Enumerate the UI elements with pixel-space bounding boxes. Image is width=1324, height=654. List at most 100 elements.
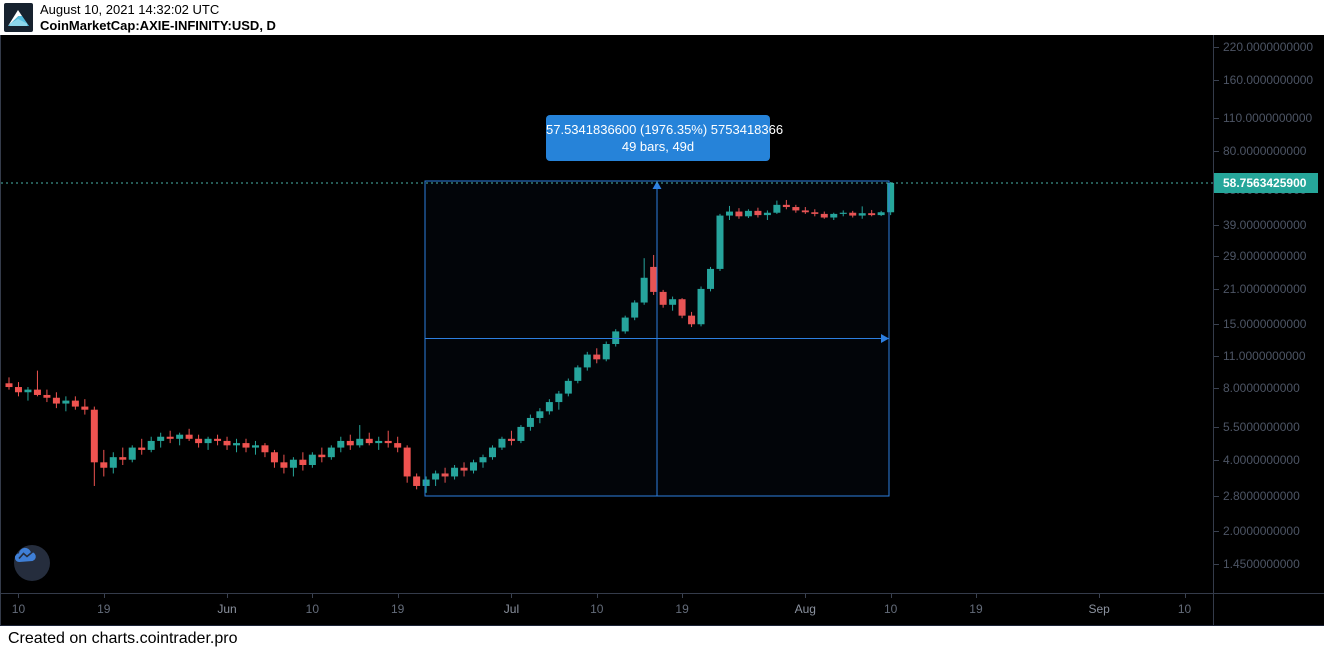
candle-body[interactable] bbox=[621, 317, 629, 332]
time-axis[interactable]: 10 19 Jun 10 19 Jul 10 19 Aug 10 19 Sep 10 bbox=[0, 593, 1213, 625]
candle-body[interactable] bbox=[422, 479, 430, 486]
candle-body[interactable] bbox=[754, 210, 762, 216]
candle-body[interactable] bbox=[517, 426, 525, 441]
candle-body[interactable] bbox=[233, 443, 241, 446]
candle-body[interactable] bbox=[735, 211, 743, 217]
candle-body[interactable] bbox=[33, 389, 41, 395]
candle-body[interactable] bbox=[384, 440, 392, 444]
candle-body[interactable] bbox=[858, 213, 866, 216]
candlestick-plot-area[interactable]: 57.5341836600 (1976.35%) 5753418366 49 b… bbox=[0, 35, 1214, 593]
candle-body[interactable] bbox=[744, 210, 752, 217]
candle-body[interactable] bbox=[536, 411, 544, 418]
candle-body[interactable] bbox=[147, 440, 155, 450]
candle-body[interactable] bbox=[157, 436, 165, 441]
candle-body[interactable] bbox=[470, 462, 478, 471]
candle-body[interactable] bbox=[308, 454, 316, 465]
candle-body[interactable] bbox=[214, 438, 222, 441]
candle-body[interactable] bbox=[830, 213, 838, 218]
candle-body[interactable] bbox=[327, 447, 335, 458]
candle-body[interactable] bbox=[195, 438, 203, 444]
candlestick-chart[interactable] bbox=[1, 35, 1214, 593]
candle-body[interactable] bbox=[365, 438, 373, 444]
candle-body[interactable] bbox=[109, 457, 117, 468]
candle-body[interactable] bbox=[725, 211, 733, 216]
candle-body[interactable] bbox=[669, 299, 677, 305]
candle-body[interactable] bbox=[432, 473, 440, 480]
candle-body[interactable] bbox=[877, 212, 885, 216]
candle-body[interactable] bbox=[43, 394, 51, 398]
candle-body[interactable] bbox=[251, 445, 259, 448]
candle-body[interactable] bbox=[602, 344, 610, 360]
candle-body[interactable] bbox=[887, 182, 895, 213]
candle-body[interactable] bbox=[81, 406, 89, 410]
candle-body[interactable] bbox=[583, 354, 591, 368]
candle-body[interactable] bbox=[792, 207, 800, 211]
candle-body[interactable] bbox=[138, 447, 146, 450]
candle-body[interactable] bbox=[545, 402, 553, 412]
candle-body[interactable] bbox=[270, 452, 278, 463]
candle-body[interactable] bbox=[526, 417, 534, 427]
candle-body[interactable] bbox=[782, 204, 790, 208]
candle-body[interactable] bbox=[564, 380, 572, 394]
candle-body[interactable] bbox=[707, 268, 715, 289]
candle-body[interactable] bbox=[820, 213, 828, 218]
candle-body[interactable] bbox=[242, 443, 250, 448]
candle-body[interactable] bbox=[24, 389, 32, 393]
candle-body[interactable] bbox=[100, 462, 108, 468]
candle-body[interactable] bbox=[460, 467, 468, 471]
candle-body[interactable] bbox=[280, 462, 288, 468]
candle-body[interactable] bbox=[868, 213, 876, 216]
candle-body[interactable] bbox=[318, 454, 326, 458]
candle-body[interactable] bbox=[337, 440, 345, 448]
candle-body[interactable] bbox=[507, 438, 515, 441]
candle-body[interactable] bbox=[261, 445, 269, 453]
candle-body[interactable] bbox=[678, 299, 686, 316]
candle-body[interactable] bbox=[71, 400, 79, 407]
candle-body[interactable] bbox=[223, 440, 231, 446]
candle-body[interactable] bbox=[659, 291, 667, 305]
candle-body[interactable] bbox=[119, 457, 127, 460]
candle-body[interactable] bbox=[801, 210, 809, 213]
candle-body[interactable] bbox=[403, 447, 411, 477]
candle-body[interactable] bbox=[5, 383, 13, 388]
candle-body[interactable] bbox=[14, 387, 22, 393]
candle-body[interactable] bbox=[612, 331, 620, 345]
candle-body[interactable] bbox=[375, 440, 383, 444]
candle-body[interactable] bbox=[90, 409, 98, 463]
candle-body[interactable] bbox=[176, 434, 184, 439]
candle-body[interactable] bbox=[394, 443, 402, 448]
candle-body[interactable] bbox=[488, 447, 496, 458]
candle-body[interactable] bbox=[650, 266, 658, 292]
candle-body[interactable] bbox=[640, 277, 648, 303]
price-axis[interactable]: 58.7563425900 220.0000000000 160.00000000… bbox=[1213, 35, 1324, 593]
candle-body[interactable] bbox=[289, 459, 297, 468]
cointrader-watermark-button[interactable] bbox=[14, 545, 50, 581]
candle-body[interactable] bbox=[346, 440, 354, 446]
candle-body[interactable] bbox=[479, 457, 487, 463]
candle-body[interactable] bbox=[52, 397, 60, 404]
candle-body[interactable] bbox=[185, 434, 193, 439]
candle-body[interactable] bbox=[593, 354, 601, 360]
candle-body[interactable] bbox=[555, 393, 563, 403]
candle-body[interactable] bbox=[763, 212, 771, 216]
candle-body[interactable] bbox=[688, 315, 696, 325]
candle-body[interactable] bbox=[413, 476, 421, 486]
candle-body[interactable] bbox=[204, 438, 212, 444]
candle-body[interactable] bbox=[498, 438, 506, 448]
candle-body[interactable] bbox=[451, 467, 459, 477]
candle-body[interactable] bbox=[849, 212, 857, 216]
candle-body[interactable] bbox=[697, 288, 705, 325]
candle-body[interactable] bbox=[356, 438, 364, 446]
candle-body[interactable] bbox=[62, 400, 70, 404]
candle-body[interactable] bbox=[574, 367, 582, 381]
candle-body[interactable] bbox=[441, 473, 449, 477]
candle-body[interactable] bbox=[166, 436, 174, 439]
candle-body[interactable] bbox=[716, 215, 724, 269]
candle-body[interactable] bbox=[773, 204, 781, 213]
candle-body[interactable] bbox=[811, 212, 819, 214]
time-axis-tick bbox=[227, 594, 229, 598]
candle-body[interactable] bbox=[128, 447, 136, 460]
candle-body[interactable] bbox=[839, 212, 847, 214]
candle-body[interactable] bbox=[299, 459, 307, 465]
candle-body[interactable] bbox=[631, 302, 639, 318]
